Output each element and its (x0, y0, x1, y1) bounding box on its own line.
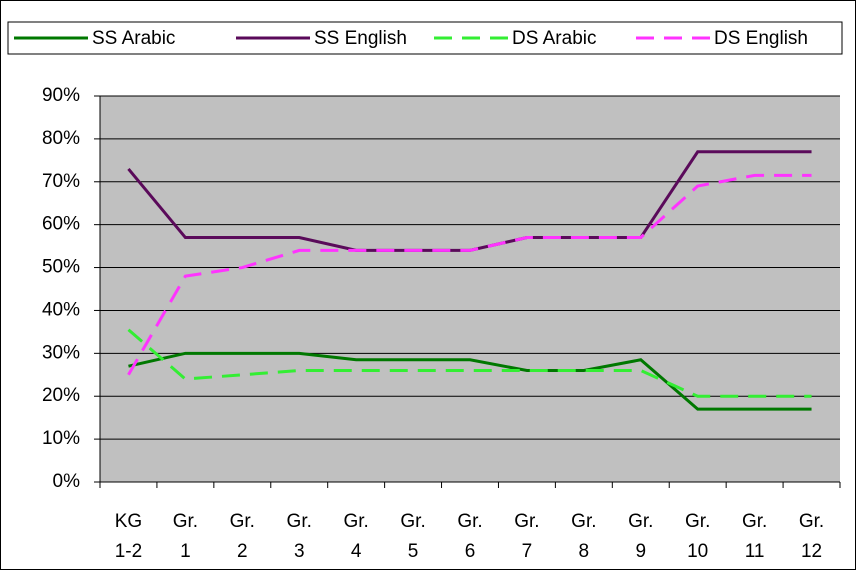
x-tick-label: Gr. 12 (799, 511, 824, 562)
y-tick-label: 0% (53, 471, 81, 492)
x-tick-label: Gr. 1 (173, 511, 198, 562)
series-line (127, 328, 812, 398)
series-line (128, 351, 812, 411)
series-line (127, 173, 812, 376)
y-tick-label: 90% (42, 85, 80, 106)
x-tick-label: Gr. 11 (742, 511, 767, 562)
x-tick-label: Gr. 9 (628, 511, 653, 562)
y-tick-label: 80% (42, 128, 80, 149)
x-tick-label: Gr. 10 (685, 511, 710, 562)
y-tick-label: 70% (42, 171, 80, 192)
x-tick-label: KG 1-2 (115, 511, 142, 562)
y-tick-label: 30% (42, 342, 80, 363)
legend-label: SS Arabic (92, 28, 175, 49)
plot-area (100, 96, 840, 482)
legend-label: SS English (314, 28, 407, 49)
x-tick-label: Gr. 6 (457, 511, 482, 562)
x-tick-label: Gr. 7 (514, 511, 539, 562)
y-tick-label: 40% (42, 299, 80, 320)
x-tick-label: Gr. 2 (230, 511, 255, 562)
y-tick-label: 50% (42, 257, 80, 278)
legend-label: DS Arabic (512, 28, 596, 49)
x-tick-label: Gr. 5 (400, 511, 425, 562)
x-tick-label: Gr. 4 (343, 511, 368, 562)
x-tick-label: Gr. 8 (571, 511, 596, 562)
y-tick-label: 60% (42, 214, 80, 235)
y-tick-label: 10% (42, 428, 80, 449)
x-tick-label: Gr. 3 (287, 511, 312, 562)
legend-label: DS English (714, 28, 808, 49)
y-tick-label: 20% (42, 385, 80, 406)
